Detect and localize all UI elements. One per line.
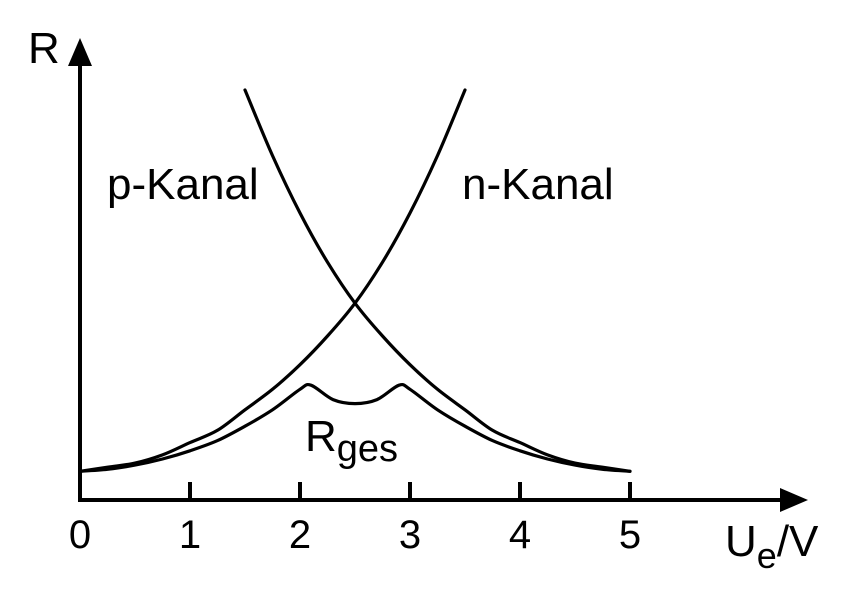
x-tick-label-4: 4 bbox=[509, 513, 531, 557]
x-axis-arrow bbox=[780, 488, 808, 512]
series-label-r-ges: Rges bbox=[305, 412, 398, 470]
series-label-p-kanal: p-Kanal bbox=[107, 160, 259, 209]
series-label-r-ges-main: R bbox=[305, 412, 337, 461]
x-axis-label-unit: /V bbox=[777, 517, 819, 566]
series-line-1 bbox=[78, 88, 467, 473]
y-axis-label: R bbox=[28, 24, 60, 73]
y-axis bbox=[68, 38, 92, 502]
x-tick-label-1: 1 bbox=[179, 513, 201, 557]
x-tick-label-0: 0 bbox=[69, 513, 91, 557]
series-label-n-kanal: n-Kanal bbox=[462, 160, 614, 209]
x-axis-label-main: U bbox=[725, 517, 757, 566]
series-label-r-ges-sub: ges bbox=[337, 428, 398, 470]
x-tick-label-2: 2 bbox=[289, 513, 311, 557]
x-tick-label-5: 5 bbox=[619, 513, 641, 557]
series-line-2 bbox=[78, 382, 632, 473]
series-curves bbox=[78, 88, 632, 473]
x-axis bbox=[80, 488, 808, 512]
x-axis-label: Ue/V bbox=[725, 517, 819, 576]
series-line-0 bbox=[243, 88, 632, 473]
y-axis-arrow bbox=[68, 38, 92, 66]
x-axis-label-sub: e bbox=[757, 535, 777, 576]
x-tick-labels: 0 1 2 3 4 5 bbox=[69, 513, 641, 557]
x-ticks bbox=[188, 482, 632, 502]
x-tick-label-3: 3 bbox=[399, 513, 421, 557]
